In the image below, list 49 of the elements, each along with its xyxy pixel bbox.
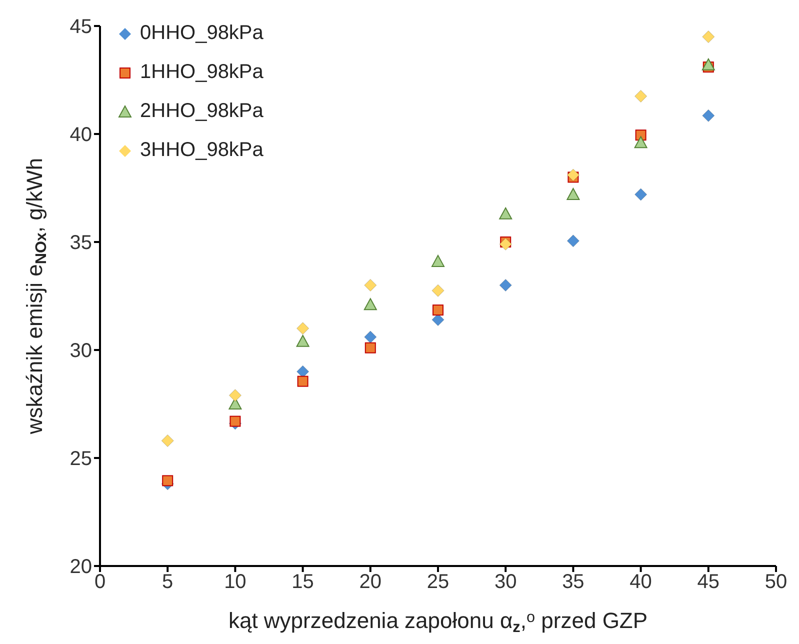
y-tick-label: 35 — [70, 232, 92, 254]
point — [702, 109, 715, 122]
point — [230, 416, 241, 427]
point — [702, 30, 715, 44]
point — [364, 278, 377, 292]
x-tick-label: 5 — [162, 571, 174, 594]
point — [566, 168, 580, 182]
point — [634, 136, 648, 148]
point — [432, 284, 444, 297]
point — [364, 298, 377, 310]
point — [161, 434, 174, 447]
y-tick-label: 20 — [70, 556, 92, 578]
point — [364, 342, 376, 354]
x-tick-label: 40 — [630, 571, 652, 594]
y-tick-label: 30 — [70, 340, 92, 362]
point — [432, 304, 444, 316]
legend-label: 0HHO_98kPa — [140, 22, 264, 45]
y-tick-label: 25 — [70, 448, 92, 470]
point — [228, 389, 242, 402]
point — [634, 90, 648, 102]
point — [702, 58, 715, 70]
point — [228, 398, 242, 410]
y-tick-label: 45 — [70, 16, 92, 38]
point — [296, 334, 310, 347]
point — [566, 234, 580, 248]
x-axis-title: kąt wyprzedzenia zapołonu α$_{z}$,$^{o}$ przed GZP — [228, 608, 648, 636]
point — [364, 330, 377, 344]
legend-label: 1HHO_98kPa — [140, 61, 264, 84]
x-tick-label: 20 — [359, 571, 382, 594]
x-tick-label: 25 — [426, 571, 450, 594]
point — [432, 254, 444, 267]
point — [499, 207, 512, 220]
point — [162, 475, 174, 486]
point — [566, 188, 580, 200]
x-tick-label: 45 — [697, 571, 720, 594]
x-tick-label: 30 — [494, 571, 517, 594]
point — [499, 238, 512, 250]
point — [297, 376, 308, 387]
x-tick-label: 50 — [764, 571, 788, 594]
point — [499, 278, 512, 292]
legend-label: 2HHO_98kPa — [140, 100, 264, 123]
point — [634, 188, 648, 201]
x-tick-label: 0 — [94, 571, 106, 594]
x-tick-label: 10 — [224, 571, 246, 594]
point — [296, 322, 310, 335]
x-tick-label: 15 — [292, 571, 314, 594]
x-tick-label: 35 — [562, 571, 584, 594]
y-tick-label: 40 — [70, 124, 92, 146]
legend-label: 3HHO_98kPa — [140, 139, 264, 162]
